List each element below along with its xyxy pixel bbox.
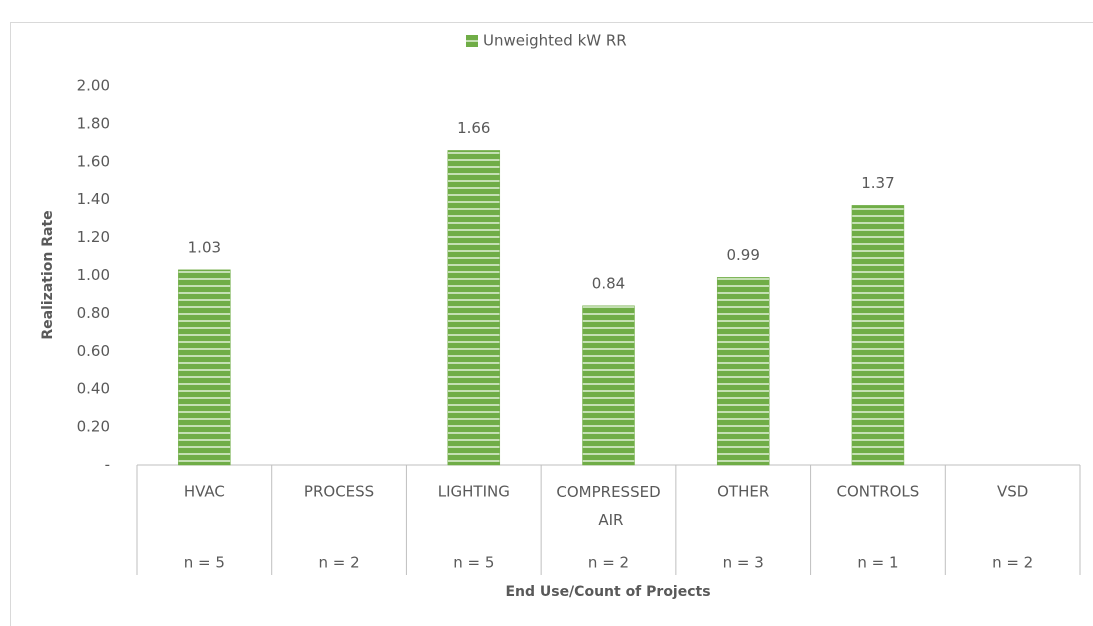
data-label: 1.03 [188, 238, 221, 256]
x-subcategory-label: n = 5 [453, 554, 494, 572]
bar [851, 205, 905, 466]
bar [716, 277, 770, 466]
legend-swatch [466, 35, 478, 47]
legend-label: Unweighted kW RR [483, 32, 627, 50]
y-tick-label: 1.80 [77, 114, 110, 132]
data-label: 0.99 [727, 246, 760, 264]
data-label: 1.37 [861, 174, 894, 192]
y-tick-label: - [105, 456, 110, 474]
bar [447, 150, 501, 466]
x-subcategory-label: n = 2 [992, 554, 1033, 572]
x-subcategory-label: n = 3 [723, 554, 764, 572]
x-tick-label: CONTROLS [837, 483, 920, 501]
bar [178, 269, 231, 466]
x-tick-label: HVAC [184, 483, 225, 501]
x-tick-label: LIGHTING [438, 483, 510, 501]
y-tick-label: 0.60 [77, 342, 110, 360]
y-tick-label: 2.00 [77, 77, 110, 95]
x-subcategory-label: n = 2 [318, 554, 359, 572]
y-tick-label: 1.00 [77, 266, 110, 284]
x-subcategory-label: n = 1 [857, 554, 898, 572]
x-tick-label: OTHER [717, 483, 769, 501]
y-tick-label: 1.60 [77, 152, 110, 170]
x-tick-label: COMPRESSED AIR [556, 483, 660, 529]
x-subcategory-label: n = 2 [588, 554, 629, 572]
bar [582, 305, 635, 466]
data-label: 0.84 [592, 274, 625, 292]
y-tick-label: 1.40 [77, 190, 110, 208]
data-label: 1.66 [457, 119, 490, 137]
x-tick-label: VSD [997, 483, 1028, 501]
y-tick-label: 1.20 [77, 228, 110, 246]
y-axis-title: Realization Rate [40, 210, 56, 339]
x-tick-label: PROCESS [304, 483, 374, 501]
y-tick-label: 0.20 [77, 418, 110, 436]
y-tick-label: 0.40 [77, 380, 110, 398]
y-tick-label: 0.80 [77, 304, 110, 322]
chart-frame [10, 22, 1093, 626]
x-axis-title: End Use/Count of Projects [505, 584, 710, 600]
x-subcategory-label: n = 5 [184, 554, 225, 572]
